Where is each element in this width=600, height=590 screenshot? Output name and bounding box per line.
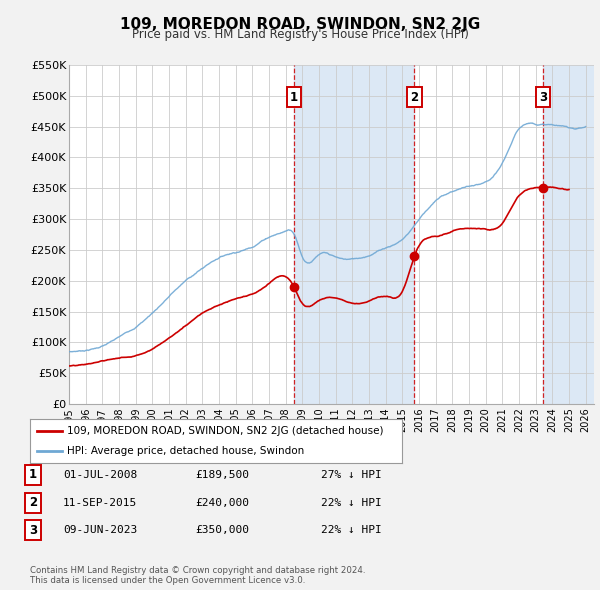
Text: HPI: Average price, detached house, Swindon: HPI: Average price, detached house, Swin… (67, 446, 304, 455)
Text: 11-SEP-2015: 11-SEP-2015 (63, 498, 137, 507)
Text: 109, MOREDON ROAD, SWINDON, SN2 2JG (detached house): 109, MOREDON ROAD, SWINDON, SN2 2JG (det… (67, 427, 384, 436)
Text: £189,500: £189,500 (195, 470, 249, 480)
Text: £350,000: £350,000 (195, 526, 249, 535)
Text: 1: 1 (290, 91, 298, 104)
Text: 1: 1 (29, 468, 37, 481)
Bar (294, 65, 414, 404)
Text: 2: 2 (410, 91, 418, 104)
Text: 109, MOREDON ROAD, SWINDON, SN2 2JG: 109, MOREDON ROAD, SWINDON, SN2 2JG (120, 17, 480, 31)
Text: 27% ↓ HPI: 27% ↓ HPI (321, 470, 382, 480)
Text: 01-JUL-2008: 01-JUL-2008 (63, 470, 137, 480)
Text: 2: 2 (29, 496, 37, 509)
Text: 22% ↓ HPI: 22% ↓ HPI (321, 498, 382, 507)
Text: 22% ↓ HPI: 22% ↓ HPI (321, 526, 382, 535)
Text: 3: 3 (539, 91, 547, 104)
Text: 09-JUN-2023: 09-JUN-2023 (63, 526, 137, 535)
Text: Price paid vs. HM Land Registry's House Price Index (HPI): Price paid vs. HM Land Registry's House … (131, 28, 469, 41)
Bar (543, 65, 594, 404)
Text: 3: 3 (29, 524, 37, 537)
Text: Contains HM Land Registry data © Crown copyright and database right 2024.
This d: Contains HM Land Registry data © Crown c… (30, 566, 365, 585)
Text: £240,000: £240,000 (195, 498, 249, 507)
